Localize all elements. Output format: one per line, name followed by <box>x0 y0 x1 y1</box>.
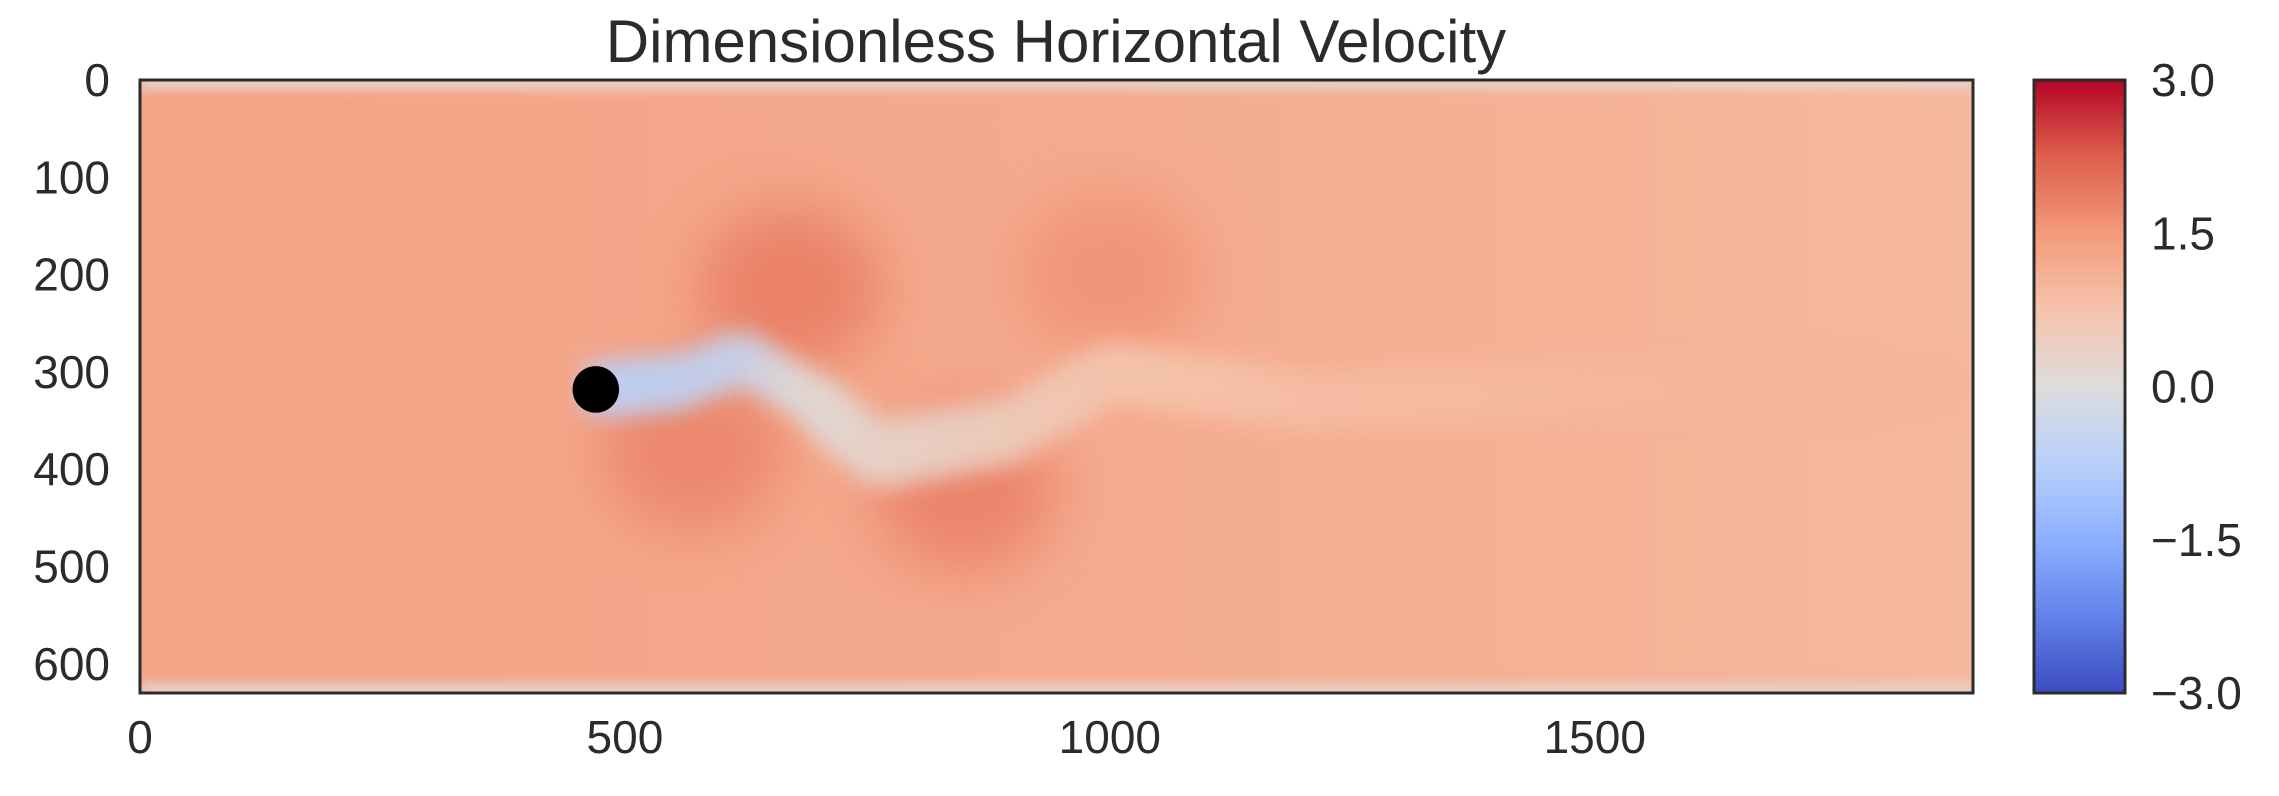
y-tick-label: 100 <box>33 151 110 203</box>
top-wall-boundary-layer <box>140 80 1973 90</box>
plot-frame <box>138 78 1975 695</box>
high-speed-lobe <box>600 367 785 533</box>
y-tick-label: 0 <box>84 54 110 106</box>
x-tick-label: 1000 <box>1059 711 1161 763</box>
y-tick-label: 400 <box>33 443 110 495</box>
high-speed-lobe <box>1017 191 1202 358</box>
x-tick-label: 1500 <box>1544 711 1646 763</box>
y-tick-label: 200 <box>33 249 110 301</box>
high-speed-lobe <box>697 206 882 372</box>
chart-title: Dimensionless Horizontal Velocity <box>606 8 1506 75</box>
y-tick-label: 300 <box>33 346 110 398</box>
x-tick-label: 0 <box>127 711 153 763</box>
heatmap-field <box>140 80 1973 693</box>
x-axis-ticks: 0 500 1000 1500 <box>127 711 1646 763</box>
y-axis-ticks: 0 100 200 300 400 500 600 <box>33 54 110 690</box>
colorbar-tick-label: 3.0 <box>2151 54 2215 106</box>
colorbar-tick-label: −3.0 <box>2151 667 2242 719</box>
plot-area <box>140 80 1973 693</box>
bottom-wall-boundary-layer <box>140 683 1973 693</box>
colorbar <box>2032 78 2127 695</box>
x-tick-label: 500 <box>587 711 664 763</box>
colorbar-ticks: 3.0 1.5 0.0 −1.5 −3.0 <box>2151 54 2242 719</box>
colorbar-tick-label: −1.5 <box>2151 514 2242 566</box>
colorbar-tick-label: 1.5 <box>2151 207 2215 259</box>
colorbar-tick-label: 0.0 <box>2151 361 2215 413</box>
wake-segment <box>1934 361 1969 412</box>
y-tick-label: 500 <box>33 541 110 593</box>
y-tick-label: 600 <box>33 638 110 690</box>
cylinder-obstacle <box>572 366 620 413</box>
